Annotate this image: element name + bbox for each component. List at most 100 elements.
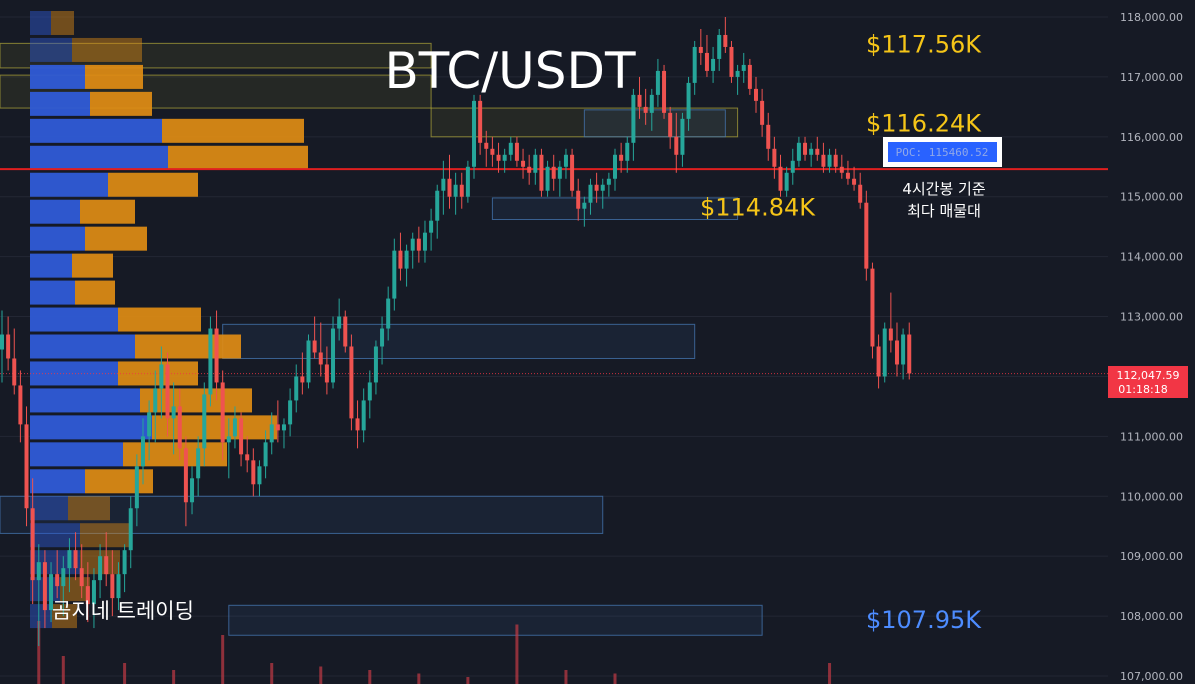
candle-body (490, 148, 495, 155)
candle-body (692, 46, 697, 83)
volume-profile-sell (168, 145, 308, 170)
candle-body (539, 154, 544, 191)
candle-body (465, 166, 470, 197)
candle-body (827, 154, 832, 167)
candle-body (619, 154, 624, 161)
candle-body (324, 364, 329, 383)
candle-body (91, 580, 96, 605)
candle-body (478, 100, 483, 143)
candle-body (778, 166, 783, 191)
candle-body (116, 574, 121, 599)
volume-profile-sell (135, 334, 241, 359)
candle-body (662, 70, 667, 113)
candle-body (821, 154, 826, 167)
candle-body (521, 160, 526, 167)
volume-profile-buy (30, 388, 140, 413)
candle-body (484, 142, 489, 149)
candle-body (845, 172, 850, 179)
candle-body (711, 58, 716, 71)
candle-body (496, 154, 501, 161)
candle-body (134, 466, 139, 509)
candle-body (306, 340, 311, 383)
candle-body (563, 154, 568, 167)
y-tick-label: 110,000.00 (1120, 490, 1183, 503)
poc-note-line1: 4시간봉 기준 (902, 180, 986, 198)
candle-body (398, 250, 403, 269)
candle-body (429, 220, 434, 233)
volume-profile-buy (30, 118, 162, 143)
candle-body (147, 412, 152, 437)
candle-body (833, 154, 838, 167)
candle-body (98, 556, 103, 581)
volume-profile-sell (75, 280, 115, 305)
candle-body (588, 184, 593, 203)
level-label: $107.95K (866, 606, 982, 634)
candle-body (416, 238, 421, 251)
volume-profile-buy (30, 415, 152, 440)
volume-profile-sell (140, 388, 252, 413)
poc-value: POC: 115460.52 (896, 146, 989, 159)
candle-countdown: 01:18:18 (1118, 383, 1167, 396)
candle-body (239, 418, 244, 455)
candle-body (459, 184, 464, 197)
candle-body (839, 166, 844, 173)
candle-body (24, 424, 29, 509)
candle-body (668, 112, 673, 137)
candle-body (318, 352, 323, 365)
volume-bar (37, 621, 41, 684)
candle-body (36, 562, 41, 581)
volume-bar (466, 677, 470, 684)
candle-body (508, 142, 513, 155)
candle-body (527, 166, 532, 173)
candle-body (435, 190, 440, 221)
candle-body (876, 346, 881, 377)
candle-body (796, 142, 801, 161)
candle-body (30, 508, 35, 581)
candle-body (214, 328, 219, 383)
candle-body (18, 385, 23, 425)
candle-body (263, 442, 268, 467)
poc-note-line2: 최다 매물대 (907, 202, 981, 220)
volume-profile-sell (123, 442, 227, 467)
candle-body (680, 118, 685, 155)
volume-bar (172, 670, 176, 684)
candle-body (257, 466, 262, 485)
candle-body (686, 82, 691, 119)
level-label: $114.84K (700, 193, 816, 221)
candle-body (42, 562, 47, 611)
volume-profile-sell (85, 469, 153, 494)
candle-body (753, 88, 758, 101)
candle-body (171, 406, 176, 419)
volume-profile-buy (30, 226, 85, 251)
watermark: 곰지네 트레이딩 (52, 599, 194, 623)
y-tick-label: 117,000.00 (1120, 71, 1183, 84)
last-price-value: 112,047.59 (1117, 369, 1180, 382)
candle-body (190, 478, 195, 503)
candle-body (331, 328, 336, 383)
candle-body (61, 568, 66, 587)
y-tick-label: 107,000.00 (1120, 670, 1183, 683)
volume-profile-buy (30, 523, 80, 548)
price-zone (583, 109, 726, 138)
candle-body (533, 154, 538, 173)
candle-body (312, 340, 317, 353)
candle-body (551, 166, 556, 179)
candle-body (637, 94, 642, 107)
volume-profile-sell (118, 307, 201, 332)
candle-body (6, 334, 11, 359)
candle-body (858, 184, 863, 203)
candle-body (766, 124, 771, 149)
candle-body (698, 46, 703, 53)
volume-bar (564, 670, 568, 684)
volume-bar (417, 673, 421, 684)
volume-profile-buy (30, 280, 75, 305)
y-tick-label: 111,000.00 (1120, 430, 1183, 443)
volume-profile-sell (90, 91, 152, 116)
volume-profile-sell (51, 10, 74, 35)
volume-profile-sell (162, 118, 304, 143)
volume-profile-sell (72, 253, 113, 278)
candle-body (600, 184, 605, 191)
volume-profile-sell (85, 64, 143, 89)
candle-body (613, 154, 617, 179)
